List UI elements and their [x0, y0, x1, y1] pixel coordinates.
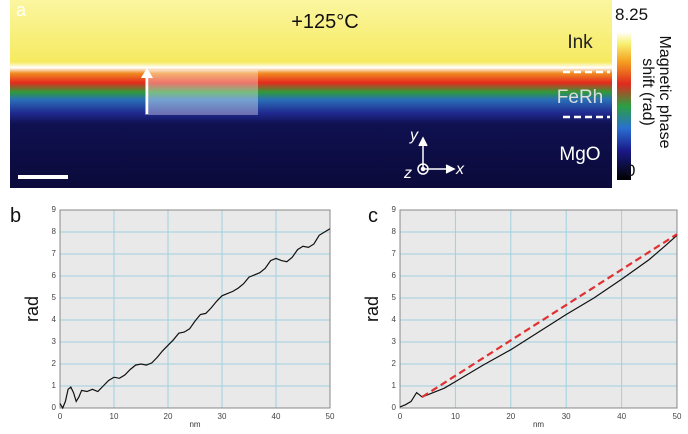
y-axis-label: rad — [22, 296, 42, 322]
profile-box — [145, 70, 258, 115]
y-tick-label: 4 — [52, 315, 57, 324]
x-tick-label: 40 — [617, 412, 626, 421]
y-tick-label: 8 — [52, 227, 57, 236]
x-tick-label: 30 — [218, 412, 227, 421]
data-line — [399, 234, 678, 408]
y-tick-label: 4 — [392, 315, 397, 324]
panel-label: b — [10, 205, 21, 227]
arrow-head — [141, 68, 153, 78]
plot-area — [59, 209, 331, 409]
y-tick-label: 0 — [52, 403, 57, 412]
y-tick-label: 6 — [52, 271, 57, 280]
y-axis-label: rad — [362, 296, 382, 322]
x-tick-label: 20 — [506, 412, 515, 421]
y-tick-label: 6 — [392, 271, 397, 280]
y-tick-label: 7 — [392, 249, 397, 258]
data-line — [59, 228, 331, 410]
x-tick-label: 50 — [673, 412, 682, 421]
layer-label: MgO — [559, 144, 600, 165]
y-tick-label: 3 — [392, 337, 397, 346]
y-tick-label: 0 — [392, 403, 397, 412]
x-axis-label: nm — [533, 420, 544, 429]
temperature: +125°C — [291, 11, 359, 33]
y-tick-label: 2 — [392, 359, 397, 368]
panel-label: a — [16, 0, 27, 20]
axis-name: x — [455, 161, 465, 178]
plot-frame — [59, 209, 331, 409]
x-axis-label: nm — [189, 420, 200, 429]
y-tick-label: 9 — [52, 205, 57, 214]
colorbar-tick: 0 — [626, 161, 635, 180]
y-tick-label: 7 — [52, 249, 57, 258]
x-tick-label: 0 — [398, 412, 403, 421]
y-tick-label: 3 — [52, 337, 57, 346]
y-tick-label: 1 — [392, 381, 397, 390]
y-tick-label: 5 — [392, 293, 397, 302]
x-tick-label: 50 — [326, 412, 335, 421]
plot-area — [399, 209, 678, 409]
phase-image — [10, 0, 612, 188]
x-tick-label: 10 — [110, 412, 119, 421]
x-tick-label: 30 — [562, 412, 571, 421]
colorbar-label: shift (rad) — [639, 58, 656, 126]
panel-a: a +125°C Ink FeRh MgO y z x 8.25 0 Magne… — [10, 0, 673, 188]
panel-label: c — [368, 205, 378, 227]
x-tick-label: 20 — [164, 412, 173, 421]
axes-icon — [417, 136, 456, 175]
colorbar — [617, 32, 631, 180]
x-tick-label: 40 — [272, 412, 281, 421]
axis-name: z — [403, 165, 412, 182]
y-tick-label: 1 — [52, 381, 57, 390]
x-tick-label: 10 — [451, 412, 460, 421]
y-tick-label: 9 — [392, 205, 397, 214]
colorbar-label: Magnetic phase — [656, 36, 673, 149]
plot-frame — [399, 209, 678, 409]
colorbar-tick: 8.25 — [615, 5, 648, 24]
y-tick-label: 5 — [52, 293, 57, 302]
data-line — [421, 233, 678, 398]
x-tick-label: 0 — [58, 412, 63, 421]
axis-name: y — [409, 127, 419, 144]
layer-label: Ink — [567, 32, 593, 53]
layer-label: FeRh — [557, 87, 603, 108]
y-tick-label: 2 — [52, 359, 57, 368]
y-tick-label: 8 — [392, 227, 397, 236]
